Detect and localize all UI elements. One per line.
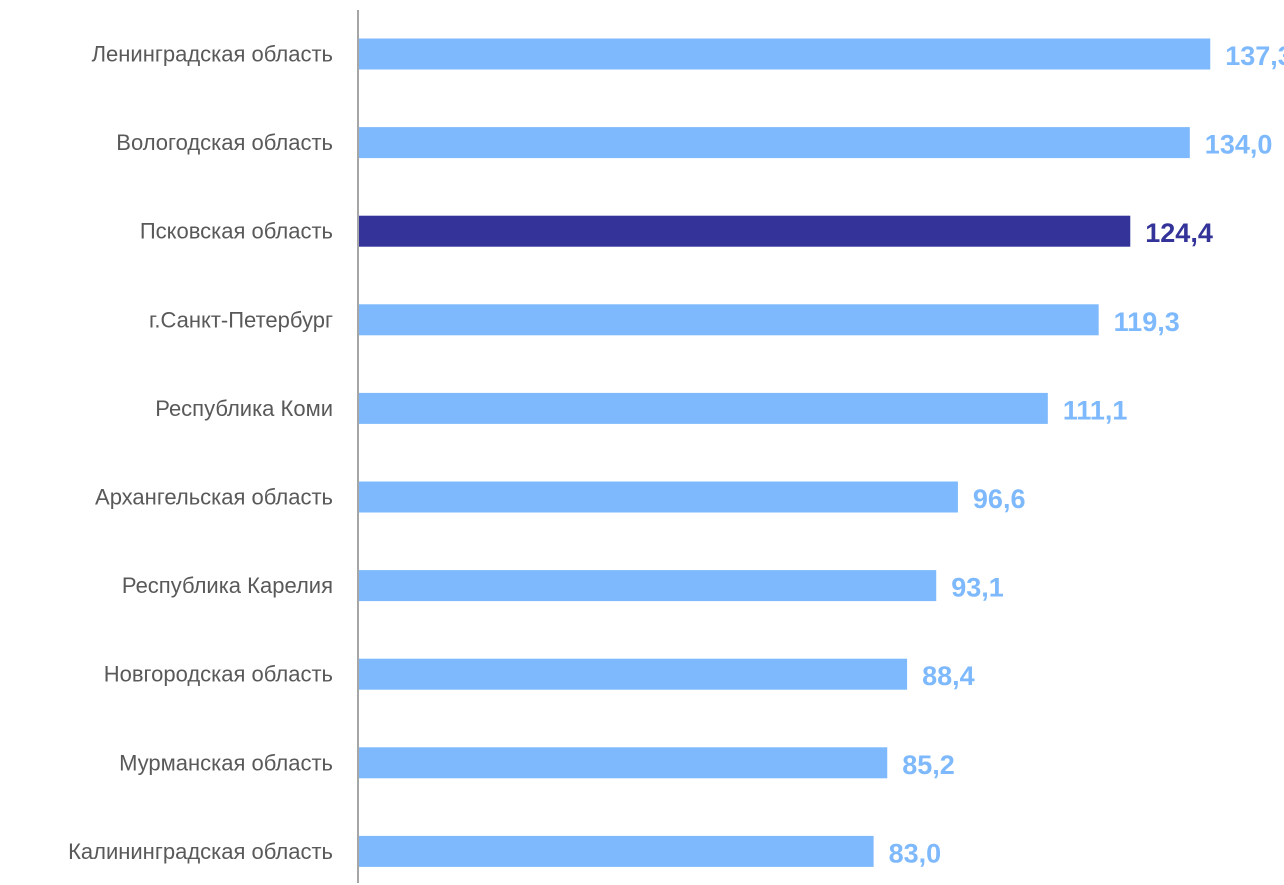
bars [359, 38, 1211, 867]
category-label: Архангельская область [95, 485, 333, 510]
value-label: 96,6 [973, 484, 1026, 514]
value-labels: 137,3 134,0 124,4 119,3 111,1 96,6 93,1 88,4 85,… [889, 41, 1284, 868]
category-label: Республика Карелия [122, 573, 333, 598]
value-label: 88,4 [922, 661, 975, 691]
value-label: 124,4 [1145, 218, 1213, 248]
category-label: Псковская область [140, 219, 333, 244]
category-label: Калининградская область [68, 839, 333, 864]
category-label: Новгородская область [104, 662, 333, 687]
bar [359, 835, 874, 867]
category-label: Мурманская область [119, 750, 333, 775]
value-label: 119,3 [1114, 307, 1180, 337]
category-labels: Ленинградская область Вологодская область… [68, 42, 333, 864]
value-label: 85,2 [902, 750, 955, 780]
bar [359, 392, 1048, 424]
value-label: 93,1 [951, 573, 1004, 603]
bar [359, 481, 958, 513]
category-label: г.Санкт-Петербург [149, 307, 333, 332]
bar [359, 38, 1211, 70]
value-label: 137,3 [1225, 41, 1284, 71]
category-label: Ленинградская область [92, 42, 333, 67]
category-label: Вологодская область [116, 130, 333, 155]
bar [359, 570, 937, 602]
bar [359, 304, 1099, 336]
bar [359, 215, 1131, 247]
value-label: 111,1 [1063, 395, 1128, 425]
value-label: 134,0 [1205, 130, 1273, 160]
bar [359, 127, 1190, 159]
value-label: 83,0 [889, 838, 942, 868]
category-label: Республика Коми [155, 396, 333, 421]
bar [359, 747, 888, 779]
bar [359, 658, 908, 690]
